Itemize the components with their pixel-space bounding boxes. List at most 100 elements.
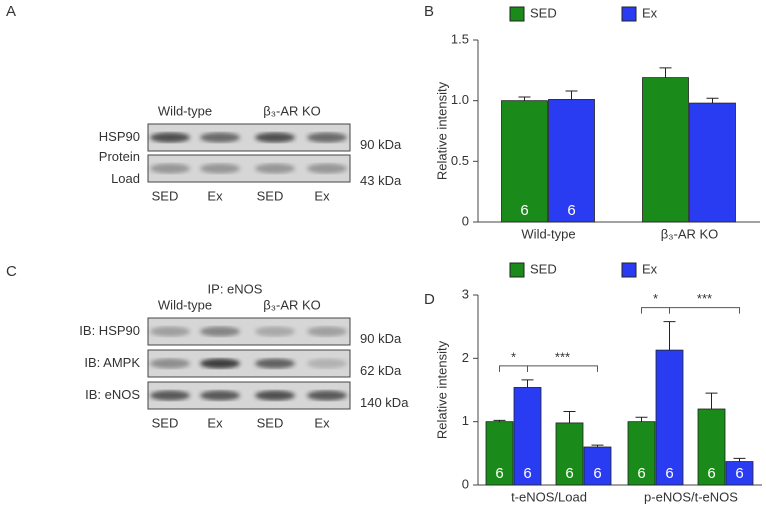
bar xyxy=(655,349,684,486)
n-label: 6 xyxy=(665,465,673,482)
lane-label: SED xyxy=(257,188,284,203)
bar xyxy=(501,100,548,223)
y-axis-label: Relative intensity xyxy=(434,81,449,180)
legend-swatch xyxy=(621,262,637,278)
y-tick-label: 2 xyxy=(462,350,469,365)
error-bar xyxy=(733,457,746,462)
lane-label: Ex xyxy=(207,188,223,203)
y-tick-label: 1.0 xyxy=(451,92,469,107)
error-bar xyxy=(659,67,672,78)
bar xyxy=(548,99,595,223)
group-header: β₃-AR KO xyxy=(263,297,321,312)
band xyxy=(255,326,295,337)
significance-bracket xyxy=(669,307,740,314)
band xyxy=(150,326,190,337)
error-bar xyxy=(521,379,534,388)
legend-label: SED xyxy=(530,5,557,20)
lane-label: Ex xyxy=(314,188,330,203)
significance-label: *** xyxy=(697,291,712,306)
band xyxy=(200,326,240,337)
kda-label: 140 kDa xyxy=(360,395,409,410)
n-label: 6 xyxy=(520,202,528,219)
row-label: Protein xyxy=(99,149,140,164)
panel-label: A xyxy=(6,3,16,20)
y-tick-label: 1.5 xyxy=(451,31,469,46)
significance-label: *** xyxy=(555,349,570,364)
error-bar xyxy=(591,444,604,447)
band xyxy=(307,358,347,369)
y-tick-label: 0.5 xyxy=(451,153,469,168)
group-header: β₃-AR KO xyxy=(263,103,321,118)
band xyxy=(200,390,240,401)
bar xyxy=(627,421,656,486)
n-label: 6 xyxy=(735,465,743,482)
band xyxy=(307,390,347,401)
y-tick-label: 0 xyxy=(462,213,469,228)
legend-swatch xyxy=(509,262,525,278)
lane-label: SED xyxy=(257,415,284,430)
x-tick-label: t-eNOS/Load xyxy=(511,489,587,504)
bar xyxy=(513,387,542,486)
row-label: IB: eNOS xyxy=(85,387,140,402)
row-label: IB: AMPK xyxy=(84,355,140,370)
band xyxy=(307,326,347,337)
n-label: 6 xyxy=(565,465,573,482)
bar xyxy=(583,446,612,486)
y-axis-label: Relative intensity xyxy=(434,340,449,439)
row-label: IB: HSP90 xyxy=(79,323,140,338)
legend-swatch xyxy=(621,6,637,22)
band xyxy=(255,358,295,369)
band xyxy=(307,132,347,143)
bar xyxy=(697,408,726,486)
significance-label: * xyxy=(511,349,516,364)
significance-bracket xyxy=(527,365,598,372)
ip-label: IP: eNOS xyxy=(208,281,263,296)
y-tick-label: 3 xyxy=(462,286,469,301)
x-tick-label: p-eNOS/t-eNOS xyxy=(644,489,738,504)
bar xyxy=(689,102,736,223)
y-tick-label: 0 xyxy=(462,476,469,491)
lane-label: SED xyxy=(152,415,179,430)
x-tick-label: β₃-AR KO xyxy=(661,226,719,241)
band xyxy=(255,132,295,143)
band xyxy=(150,163,190,174)
band xyxy=(200,132,240,143)
legend-label: Ex xyxy=(642,261,658,276)
row-label: HSP90 xyxy=(99,129,140,144)
error-bar xyxy=(663,321,676,351)
y-tick-label: 1 xyxy=(462,413,469,428)
kda-label: 90 kDa xyxy=(360,137,402,152)
n-label: 6 xyxy=(593,465,601,482)
row-label: Load xyxy=(111,171,140,186)
band xyxy=(150,358,190,369)
legend-label: Ex xyxy=(642,5,658,20)
lane-label: SED xyxy=(152,188,179,203)
significance-bracket xyxy=(499,365,528,372)
n-label: 6 xyxy=(523,465,531,482)
significance-bracket xyxy=(641,307,670,314)
band xyxy=(255,163,295,174)
kda-label: 43 kDa xyxy=(360,173,402,188)
band xyxy=(255,390,295,401)
band xyxy=(200,358,240,369)
lane-label: Ex xyxy=(314,415,330,430)
n-label: 6 xyxy=(707,465,715,482)
error-bar xyxy=(565,90,578,100)
band xyxy=(150,390,190,401)
kda-label: 62 kDa xyxy=(360,363,402,378)
significance-label: * xyxy=(653,291,658,306)
bar xyxy=(642,77,689,223)
x-tick-label: Wild-type xyxy=(521,226,575,241)
group-header: Wild-type xyxy=(158,103,212,118)
band xyxy=(307,163,347,174)
bar xyxy=(555,422,584,486)
error-bar xyxy=(493,419,506,422)
n-label: 6 xyxy=(567,202,575,219)
lane-label: Ex xyxy=(207,415,223,430)
n-label: 6 xyxy=(637,465,645,482)
band xyxy=(150,132,190,143)
panel-label: D xyxy=(424,291,435,308)
bar xyxy=(485,421,514,486)
legend-swatch xyxy=(509,6,525,22)
